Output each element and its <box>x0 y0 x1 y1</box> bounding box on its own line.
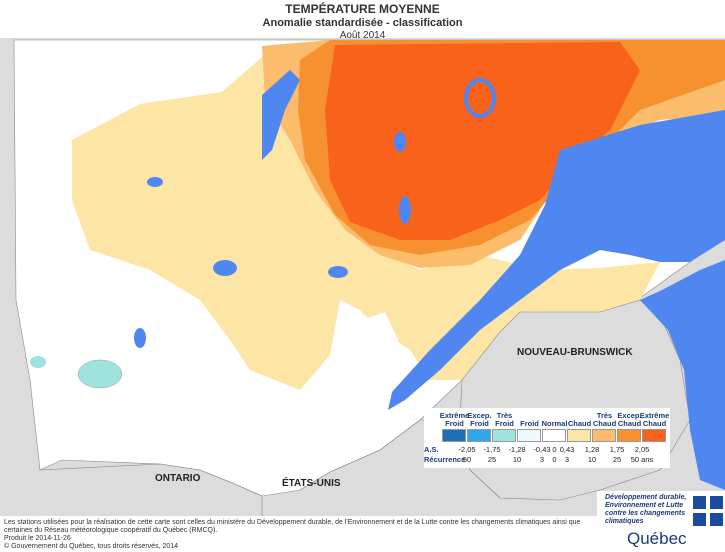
legend-class-label: Froid <box>520 419 539 428</box>
legend-swatch <box>467 429 491 442</box>
lake <box>262 70 300 160</box>
zone-normal <box>360 312 398 368</box>
footer-produced: Produit le 2014-11-26 <box>4 535 71 542</box>
legend-swatch <box>567 429 591 442</box>
logo-flag <box>693 496 723 526</box>
border <box>39 463 263 516</box>
footer-copyright: © Gouvernement du Québec, tous droits ré… <box>4 543 179 550</box>
legend: Extrême Froid Excep. Froid Très Froid Froid… <box>424 408 670 468</box>
region-label: ONTARIO <box>155 473 201 484</box>
title: TEMPÉRATURE MOYENNE <box>285 2 440 16</box>
lake <box>134 328 146 348</box>
legend-row-label: Récurrence <box>424 455 466 464</box>
legend-class-label: Très Chaud <box>592 411 617 428</box>
legend-as-value: 0 <box>552 445 557 454</box>
lake <box>328 266 348 278</box>
zone-tres-froid <box>77 359 123 389</box>
legend-as-value: -0,43 <box>533 445 551 454</box>
legend-swatch <box>542 429 566 442</box>
legend-recurrence-value: 10 <box>512 455 522 464</box>
legend-as-value: -1,75 <box>483 445 501 454</box>
legend-as-value: 1,28 <box>584 445 600 454</box>
legend-recurrence-value: 3 <box>564 455 570 464</box>
legend-recurrence-value: 10 <box>587 455 597 464</box>
legend-swatch <box>592 429 616 442</box>
date: Août 2014 <box>339 30 386 41</box>
lake <box>213 260 237 276</box>
gulf <box>640 260 725 490</box>
legend-swatch <box>492 429 516 442</box>
legend-as-value: 1,75 <box>609 445 625 454</box>
subtitle: Anomalie standardisée - classification <box>262 17 463 29</box>
logo: Développement durable, Environnement et … <box>597 491 725 552</box>
legend-recurrence-value: 50 ans <box>630 455 654 464</box>
legend-class-label: Excep. Froid <box>467 411 492 428</box>
zone-tres-froid <box>30 356 46 368</box>
lake <box>464 78 496 118</box>
region-label: ÉTATS-UNIS <box>282 476 341 489</box>
lake <box>147 177 163 187</box>
legend-as-value: -1,28 <box>508 445 526 454</box>
legend-class-label: Chaud <box>567 419 592 428</box>
legend-class-label: Extrême Froid <box>439 411 470 428</box>
border <box>299 419 501 499</box>
legend-row-label: A.S. <box>424 445 439 454</box>
legend-recurrence-value: 50 <box>462 455 472 464</box>
legend-swatch <box>442 429 466 442</box>
lake <box>399 196 411 224</box>
logo-name: Québec <box>627 529 687 548</box>
legend-class-label: Excep. Chaud <box>617 411 642 428</box>
legend-recurrence-value: 3 <box>539 455 545 464</box>
legend-recurrence-value: 25 <box>612 455 622 464</box>
lake <box>394 132 406 152</box>
legend-recurrence-value: 25 <box>487 455 497 464</box>
legend-as-value: 0,43 <box>559 445 575 454</box>
footer-note: Les stations utilisées pour la réalisati… <box>4 519 581 534</box>
legend-class-label: Normal <box>541 419 568 428</box>
legend-class-label: Extrême Chaud <box>639 411 670 428</box>
logo-text: Développement durable, Environnement et … <box>605 494 687 525</box>
st-lawrence <box>388 110 725 410</box>
legend-swatch <box>642 429 666 442</box>
legend-swatch <box>617 429 641 442</box>
legend-swatch <box>517 429 541 442</box>
legend-class-label: Très Froid <box>495 411 514 428</box>
legend-as-value: 2,05 <box>634 445 650 454</box>
legend-as-value: -2,05 <box>458 445 476 454</box>
region-label: NOUVEAU-BRUNSWICK <box>517 347 633 358</box>
zone-extreme-chaud <box>325 42 640 240</box>
legend-recurrence-value: 0 <box>552 455 557 464</box>
